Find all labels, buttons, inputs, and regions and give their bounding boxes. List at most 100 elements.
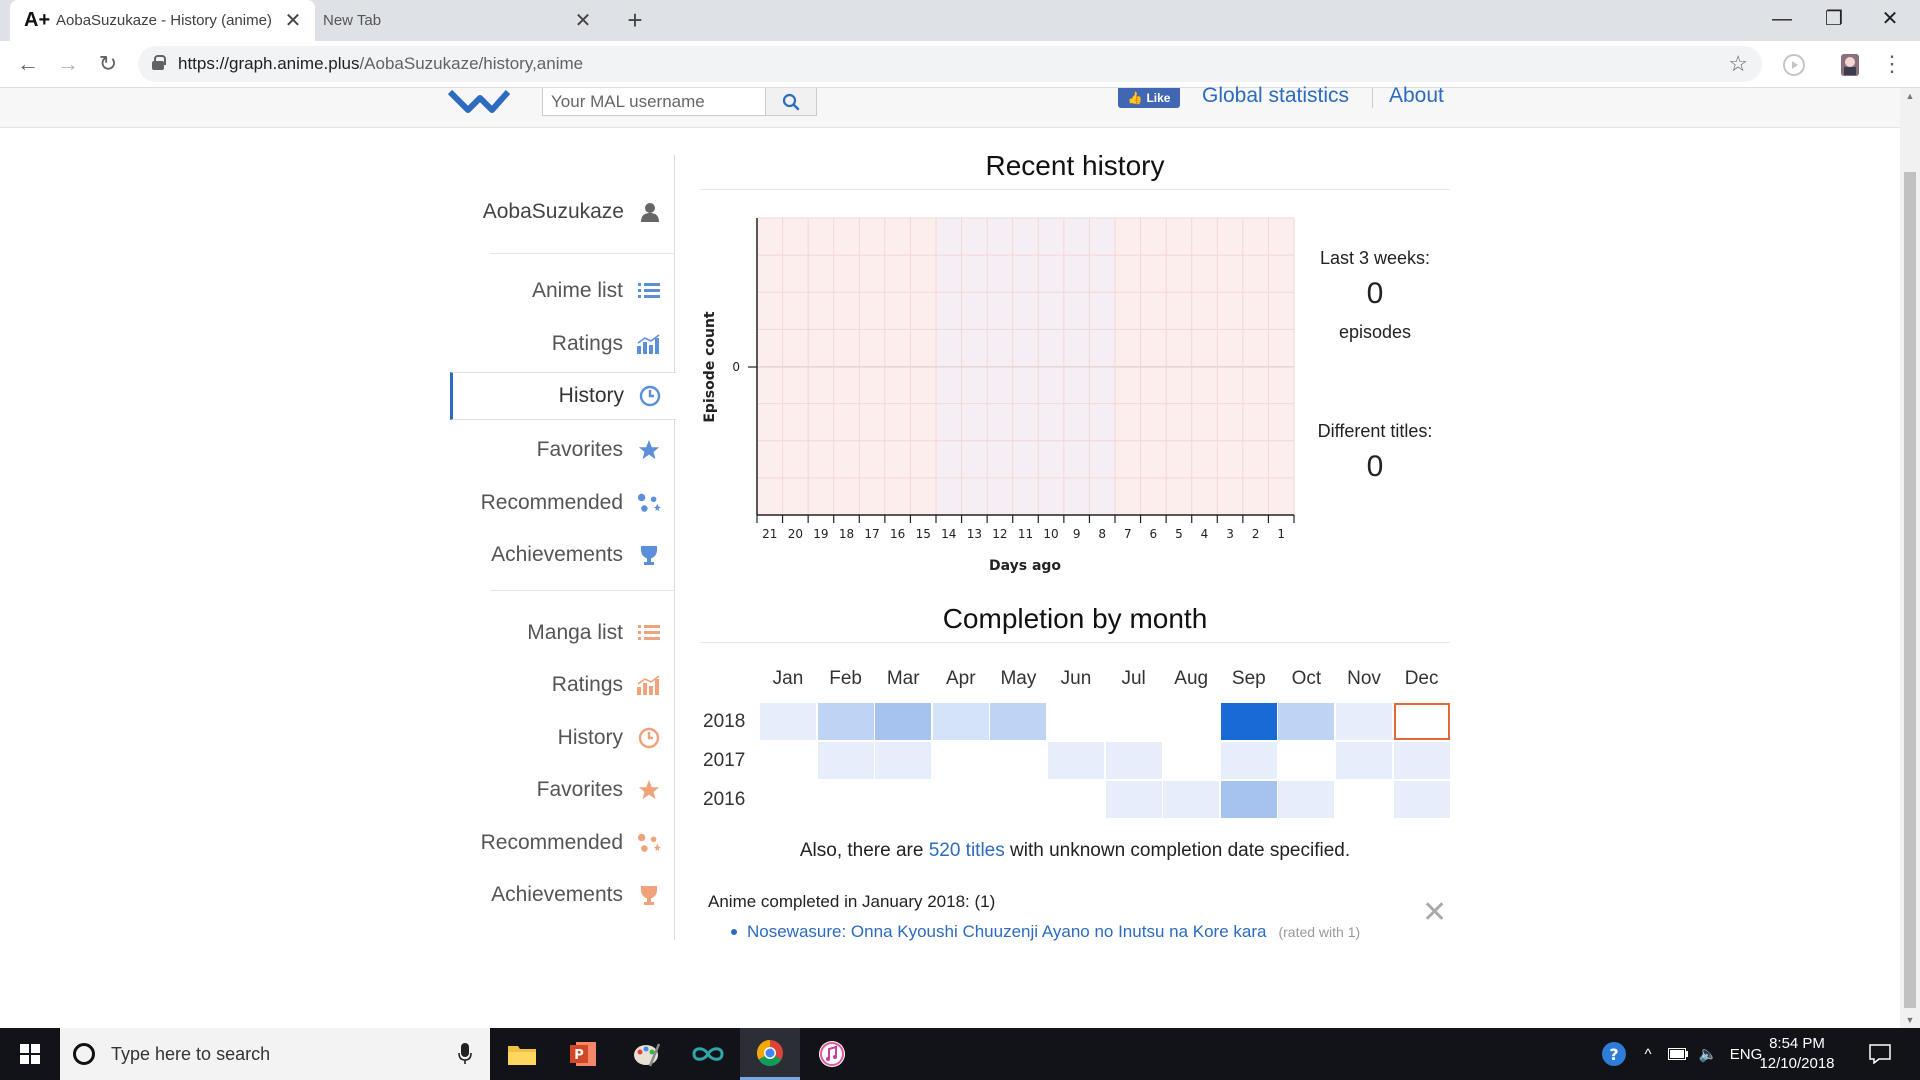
profile-avatar-icon[interactable]: [1838, 53, 1862, 77]
completion-cell[interactable]: [990, 703, 1047, 740]
back-arrow-icon[interactable]: ←: [17, 51, 39, 76]
x-tick-label: 21: [762, 527, 777, 541]
address-bar[interactable]: https://graph.anime.plus/AobaSuzukaze/hi…: [138, 46, 1762, 82]
windows-start-icon[interactable]: [0, 1028, 60, 1080]
year-label: 2016: [703, 789, 746, 810]
minimize-icon[interactable]: —: [1772, 8, 1792, 30]
chrome-icon[interactable]: [740, 1028, 800, 1080]
completion-cell[interactable]: [1336, 742, 1392, 779]
paint-app-icon[interactable]: [616, 1028, 676, 1080]
x-tick-label: 4: [1201, 527, 1209, 541]
extension-icon[interactable]: [1782, 53, 1806, 77]
volume-icon[interactable]: 🔈: [1698, 1046, 1718, 1063]
x-tick-label: 3: [1226, 527, 1234, 541]
sidebar-item-manga-list[interactable]: Manga list: [450, 609, 675, 657]
taskbar-clock[interactable]: 8:54 PM 12/10/2018: [1759, 1035, 1835, 1072]
powerpoint-icon[interactable]: P: [554, 1028, 614, 1080]
facebook-like-button[interactable]: 👍 Like: [1118, 88, 1180, 108]
unknown-titles-link[interactable]: 520 titles: [928, 840, 1005, 861]
scroll-down-icon[interactable]: ▼: [1905, 1015, 1915, 1025]
site-header: 👍Like Global statistics About: [0, 84, 1900, 128]
user-icon: [641, 203, 659, 222]
file-explorer-icon[interactable]: [492, 1028, 552, 1080]
microphone-icon[interactable]: [458, 1043, 472, 1065]
tray-expand-icon[interactable]: ^: [1644, 1045, 1652, 1063]
completion-title: Completion by month: [942, 603, 1208, 634]
sidebar-item-manga-favorites[interactable]: Favorites: [450, 766, 675, 814]
completion-cell[interactable]: [1163, 781, 1220, 818]
sidebar-item-anime-achievements[interactable]: Achievements: [450, 531, 675, 579]
list-icon: [637, 279, 661, 303]
site-logo-icon[interactable]: [448, 88, 512, 116]
tab-close-icon[interactable]: ✕: [284, 10, 302, 32]
scrollbar-thumb[interactable]: [1904, 172, 1916, 1008]
completion-cell[interactable]: [760, 703, 816, 740]
sidebar-item-anime-ratings[interactable]: Ratings: [450, 320, 675, 368]
language-indicator[interactable]: ENG: [1729, 1045, 1763, 1063]
month-header: Nov: [1347, 668, 1381, 689]
completion-cell[interactable]: [1048, 742, 1104, 779]
completion-cell[interactable]: [1393, 703, 1450, 740]
completion-cell[interactable]: [1105, 742, 1162, 779]
page-scrollbar[interactable]: ▲ ▼: [1900, 88, 1920, 1028]
browser-menu-icon[interactable]: ⋮: [1881, 51, 1903, 76]
completion-cell[interactable]: [875, 742, 932, 779]
completion-cell: [1336, 781, 1392, 818]
completion-cell[interactable]: [1278, 703, 1335, 740]
about-link[interactable]: About: [1389, 84, 1444, 107]
list-item: Nosewasure: Onna Kyoushi Chuuzenji Ayano…: [731, 922, 1360, 942]
completion-cell[interactable]: [1393, 742, 1450, 779]
completion-cell[interactable]: [1336, 703, 1392, 740]
month-header: Feb: [829, 668, 862, 689]
sidebar-item-anime-recommended[interactable]: Recommended: [450, 479, 675, 527]
month-header: Mar: [886, 668, 920, 689]
sidebar-item-anime-favorites[interactable]: Favorites: [450, 426, 675, 474]
arduino-icon[interactable]: [678, 1028, 738, 1080]
completion-cell[interactable]: [932, 703, 989, 740]
username-search-input[interactable]: [542, 88, 766, 116]
sidebar: AobaSuzukaze Anime list Ratings History …: [450, 155, 676, 940]
close-popup-icon[interactable]: ✕: [1422, 896, 1448, 929]
sidebar-item-anime-history[interactable]: History: [450, 372, 676, 420]
tab-close-icon[interactable]: ✕: [574, 10, 592, 32]
tab-new-tab[interactable]: New Tab ✕: [315, 0, 605, 41]
itunes-icon[interactable]: [802, 1028, 862, 1080]
search-button[interactable]: [765, 88, 817, 116]
completion-cell[interactable]: [1220, 781, 1277, 818]
global-statistics-link[interactable]: Global statistics: [1202, 84, 1350, 107]
completion-cell[interactable]: [1105, 781, 1162, 818]
month-header: Sep: [1231, 668, 1266, 689]
completion-cell[interactable]: [1393, 781, 1450, 818]
sidebar-item-manga-recommended[interactable]: Recommended: [450, 819, 675, 867]
reload-icon[interactable]: ↻: [98, 51, 118, 76]
new-tab-plus-icon[interactable]: +: [627, 5, 643, 35]
sidebar-item-manga-history[interactable]: History: [450, 714, 675, 762]
help-icon[interactable]: ?: [1598, 1028, 1630, 1080]
sidebar-user[interactable]: AobaSuzukaze: [450, 200, 660, 224]
restore-icon[interactable]: ❐: [1825, 8, 1843, 30]
forward-arrow-icon[interactable]: →: [57, 51, 79, 76]
completed-list-header: Anime completed in January 2018: (1): [708, 892, 996, 911]
notifications-icon[interactable]: [1862, 1028, 1898, 1080]
battery-icon[interactable]: [1664, 1028, 1692, 1080]
completion-cell[interactable]: [1220, 742, 1277, 779]
titles-label: Different titles:: [1317, 421, 1433, 441]
thumbs-up-icon: 👍: [1127, 91, 1143, 105]
star-icon: [637, 438, 661, 462]
anime-title-link[interactable]: Nosewasure: Onna Kyoushi Chuuzenji Ayano…: [747, 922, 1267, 941]
completion-cell[interactable]: [875, 703, 932, 740]
sidebar-item-manga-ratings[interactable]: Ratings: [450, 661, 675, 709]
window-close-icon[interactable]: ✕: [1881, 8, 1899, 30]
taskbar-search-box[interactable]: Type here to search: [60, 1028, 490, 1080]
bookmark-star-icon[interactable]: ☆: [1728, 51, 1748, 76]
scroll-up-icon[interactable]: ▲: [1905, 91, 1915, 101]
sidebar-item-anime-list[interactable]: Anime list: [450, 267, 675, 315]
x-tick-label: 18: [839, 527, 854, 541]
month-header: Apr: [946, 668, 976, 689]
sidebar-item-manga-achievements[interactable]: Achievements: [450, 871, 675, 919]
completion-cell[interactable]: [1220, 703, 1277, 740]
completion-cell[interactable]: [817, 742, 874, 779]
completion-cell[interactable]: [817, 703, 874, 740]
completion-cell[interactable]: [1278, 781, 1335, 818]
tab-active[interactable]: A+ AobaSuzukaze - History (anime) ✕: [10, 0, 315, 41]
